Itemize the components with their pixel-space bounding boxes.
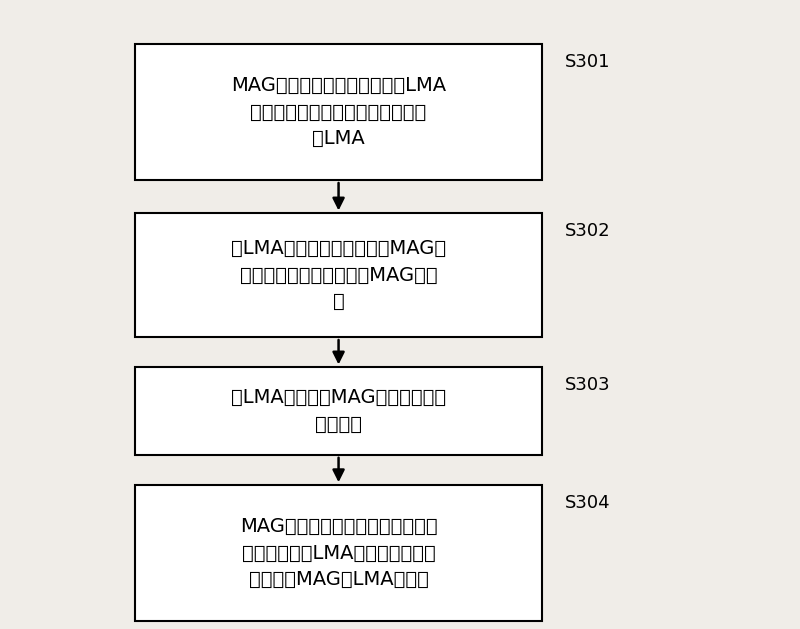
FancyBboxPatch shape: [135, 213, 542, 337]
Text: S301: S301: [565, 53, 610, 71]
Text: S304: S304: [565, 494, 610, 512]
Text: MAG读取其配置文件中的多个LMA
信息，分别发送建立隧道请求至各
个LMA: MAG读取其配置文件中的多个LMA 信息，分别发送建立隧道请求至各 个LMA: [231, 76, 446, 148]
Text: 各LMA根据该请求中携带的MAG的
地址信息，分别建立到该MAG的隧
道: 各LMA根据该请求中携带的MAG的 地址信息，分别建立到该MAG的隧 道: [231, 239, 446, 311]
Text: S302: S302: [565, 223, 610, 240]
Text: 各LMA分别向该MAG返回建立隧道
应答消息: 各LMA分别向该MAG返回建立隧道 应答消息: [231, 388, 446, 434]
Text: MAG根据接收到的建立隧道应答消
息中携带的各LMA的地址信息，建
立相应的MAG至LMA的隧道: MAG根据接收到的建立隧道应答消 息中携带的各LMA的地址信息，建 立相应的MA…: [240, 517, 438, 589]
FancyBboxPatch shape: [135, 367, 542, 455]
FancyBboxPatch shape: [135, 485, 542, 621]
Text: S303: S303: [565, 376, 610, 394]
FancyBboxPatch shape: [135, 44, 542, 180]
